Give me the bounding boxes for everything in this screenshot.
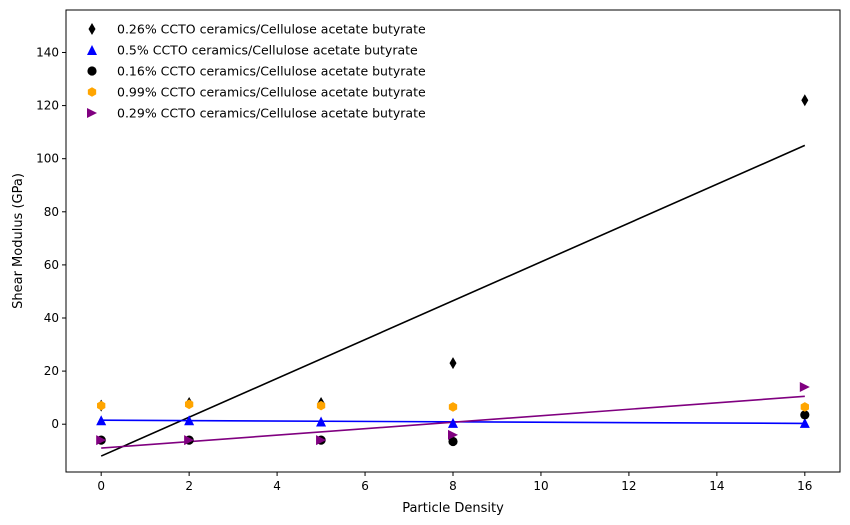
y-axis-label: Shear Modulus (GPa) [11,173,26,309]
data-point-series-4 [97,400,106,411]
data-point-series-5 [316,435,327,446]
x-axis-ticks: 0 2 4 6 8 10 12 14 16 [97,472,812,493]
x-tick-label: 12 [621,479,636,493]
x-axis-label: Particle Density [402,501,504,516]
legend-label-series-3: 0.16% CCTO ceramics/Cellulose acetate bu… [117,64,426,79]
data-point-series-2 [448,417,458,428]
data-point-series-1 [449,357,457,370]
legend-label-series-4: 0.99% CCTO ceramics/Cellulose acetate bu… [117,85,426,100]
legend-label-series-2: 0.5% CCTO ceramics/Cellulose acetate but… [117,43,418,58]
x-tick-label: 10 [533,479,548,493]
data-point-series-4 [316,400,326,411]
data-point-series-4 [184,399,194,410]
legend: 0.26% CCTO ceramics/Cellulose acetate bu… [87,22,426,121]
y-axis-ticks: 0 20 40 60 80 100 120 140 [36,45,66,431]
x-tick-label: 16 [797,479,812,493]
y-tick-label: 140 [36,45,59,59]
legend-marker-series-5 [87,108,97,118]
data-point-series-2 [96,415,107,426]
x-tick-label: 2 [185,479,193,493]
x-tick-label: 4 [273,479,281,493]
data-point-series-4 [448,402,458,412]
data-point-series-4 [800,402,809,412]
legend-label-series-1: 0.26% CCTO ceramics/Cellulose acetate bu… [117,22,426,37]
legend-marker-series-3 [87,66,97,76]
y-tick-label: 120 [36,99,59,113]
legend-label-series-5: 0.29% CCTO ceramics/Cellulose acetate bu… [117,106,426,121]
data-point-series-2 [184,415,195,426]
fit-line-series-1 [100,144,806,457]
legend-marker-series-4 [87,87,97,97]
x-tick-label: 6 [361,479,369,493]
data-point-series-2 [799,417,810,428]
data-point-series-5 [799,382,810,393]
data-point-series-5 [184,435,195,446]
y-tick-label: 0 [51,417,59,431]
data-point-series-5 [96,435,107,446]
y-tick-label: 20 [44,364,59,378]
data-point-series-2 [316,416,327,427]
legend-marker-series-1 [88,23,96,35]
x-tick-label: 14 [709,479,724,493]
data-point-series-5 [448,429,458,440]
y-tick-label: 40 [44,311,59,325]
y-tick-label: 80 [44,205,59,219]
x-tick-label: 0 [97,479,105,493]
data-point-series-3 [800,410,810,420]
data-point-series-1 [801,94,809,107]
x-tick-label: 8 [449,479,457,493]
data-point-series-3 [448,436,458,447]
y-tick-label: 100 [36,152,59,166]
y-tick-label: 60 [44,258,59,272]
legend-marker-series-2 [87,45,97,55]
plot-area [96,94,810,457]
